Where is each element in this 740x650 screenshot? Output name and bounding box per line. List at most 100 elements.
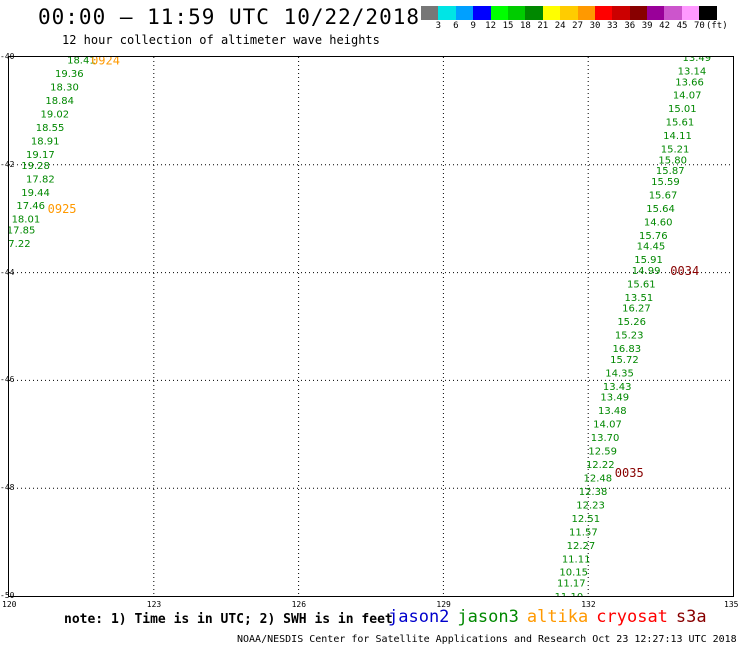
color-scale-label: 36 (624, 21, 636, 31)
color-scale-labels: 3 6 9 12 15 18 21 24 27 30 33 36 39 42 45 70 (ft) (421, 21, 728, 33)
wave-height-label: 18.91 (31, 137, 60, 148)
color-swatch (438, 6, 456, 20)
credit-line: NOAA/NESDIS Center for Satellite Applica… (237, 634, 737, 645)
pass-time-label: 0035 (615, 466, 644, 480)
color-swatch (699, 6, 717, 20)
color-swatch (473, 6, 491, 20)
color-swatch (612, 6, 630, 20)
color-swatch (507, 6, 526, 20)
y-tick-label: -44 (0, 267, 15, 277)
wave-height-label: 15.26 (617, 317, 646, 328)
wave-height-label: 15.61 (627, 279, 656, 290)
wave-height-label: 18.55 (36, 123, 65, 134)
color-swatch (490, 6, 508, 20)
wave-height-label: 13.66 (675, 77, 704, 88)
wave-height-label: 12.23 (576, 500, 605, 511)
color-scale-label: 45 (676, 21, 688, 31)
color-scale-label: 21 (537, 21, 549, 31)
wave-height-label: 17.46 (16, 201, 45, 212)
wave-height-label: 13.70 (591, 433, 620, 444)
legend-item-altika: altika (526, 607, 589, 627)
wave-height-label: 16.27 (622, 304, 651, 315)
pass-time-label: 0924 (91, 57, 120, 68)
wave-height-label: 17.22 (9, 239, 31, 250)
color-swatch (681, 6, 700, 20)
color-scale-label: 15 (502, 21, 514, 31)
wave-height-label: 12.48 (584, 473, 613, 484)
color-scale-label: (ft) (705, 21, 728, 31)
wave-height-label: 13.14 (678, 66, 707, 77)
wave-height-label: 17.82 (26, 174, 55, 185)
wave-height-label: 11.11 (562, 554, 591, 565)
y-tick-label: -50 (0, 591, 15, 600)
wave-height-label: 15.01 (668, 104, 697, 115)
legend-item-jason3: jason3 (457, 607, 519, 627)
color-swatch (577, 6, 595, 20)
wave-height-label: 17.85 (9, 225, 35, 236)
color-scale-bar (421, 6, 717, 20)
color-swatch (664, 6, 682, 20)
wave-height-label: 15.23 (615, 331, 644, 342)
color-scale-label: 3 (435, 21, 442, 31)
wave-height-label: 15.80 (658, 155, 687, 166)
y-tick-label: -42 (0, 159, 15, 169)
x-tick-label: 129 (436, 600, 451, 609)
color-swatch (421, 6, 439, 20)
x-tick-label: 120 (2, 600, 17, 609)
color-swatch (594, 6, 613, 20)
wave-height-label: 13.49 (600, 393, 629, 404)
color-scale-label: 70 (693, 21, 705, 31)
page-title: 00:00 – 11:59 UTC 10/22/2018 (38, 5, 421, 29)
map-plot-area: 18.41 19.36 18.30 18.84 19.02 18.55 18.91 19.17… (8, 56, 734, 597)
wave-height-label: 13.49 (682, 57, 711, 64)
units-note: note: 1) Time is in UTC; 2) SWH is in fe… (64, 612, 393, 627)
legend-item-cryosat: cryosat (596, 607, 668, 627)
color-swatch (560, 6, 578, 20)
wave-height-label: 14.45 (637, 242, 666, 253)
wave-height-label: 11.17 (557, 579, 586, 590)
wave-height-label: 12.22 (586, 460, 615, 471)
wave-height-label: 13.48 (598, 406, 627, 417)
wave-height-label: 10.15 (559, 568, 588, 579)
wave-height-label: 15.64 (646, 204, 675, 215)
wave-height-label: 18.30 (50, 83, 79, 94)
wave-height-label: 14.99 (632, 266, 661, 277)
color-scale-label: 12 (485, 21, 497, 31)
wave-height-label: 18.41 (67, 57, 96, 67)
wave-height-label: 19.17 (26, 150, 55, 161)
wave-height-label: 13.51 (625, 293, 654, 304)
wave-height-label: 12.51 (571, 514, 600, 525)
wave-height-label: 19.36 (55, 69, 84, 80)
wave-height-label: 14.35 (605, 368, 634, 379)
color-scale-label: 6 (453, 21, 459, 31)
wave-height-label: 15.87 (656, 166, 685, 177)
y-tick-label: -48 (0, 483, 15, 493)
page-subtitle: 12 hour collection of altimeter wave hei… (62, 33, 380, 47)
color-scale-label: 39 (641, 21, 653, 31)
wave-height-label: 19.02 (41, 110, 70, 121)
color-scale-label: 30 (589, 21, 601, 31)
wave-height-label: 16.83 (612, 344, 641, 355)
legend-item-s3a: s3a (675, 607, 707, 627)
x-tick-label: 126 (291, 600, 307, 609)
legend-item-jason2: jason2 (388, 607, 450, 627)
wave-height-label: 11.57 (569, 527, 598, 538)
y-tick-label: -46 (0, 375, 15, 385)
color-swatch (525, 6, 543, 20)
color-swatch (647, 6, 665, 20)
wave-height-label: 15.59 (651, 177, 680, 188)
pass-time-label: 0925 (48, 202, 77, 216)
wave-height-label: 15.91 (634, 255, 663, 266)
wave-height-label: 11.10 (555, 592, 584, 596)
pass-time-label: 0034 (670, 264, 699, 278)
satellite-legend: jason2 jason3 altika cryosat s3a (388, 607, 715, 627)
color-swatch (455, 6, 474, 20)
wave-height-label: 18.01 (12, 215, 41, 226)
x-tick-label: 132 (581, 600, 596, 609)
wave-height-label: 15.76 (639, 231, 668, 242)
color-scale-label: 42 (659, 21, 671, 31)
wave-height-label: 14.07 (673, 91, 702, 102)
color-swatch (629, 6, 648, 20)
color-scale-label: 27 (572, 21, 584, 31)
wave-height-label: 12.38 (579, 487, 608, 498)
